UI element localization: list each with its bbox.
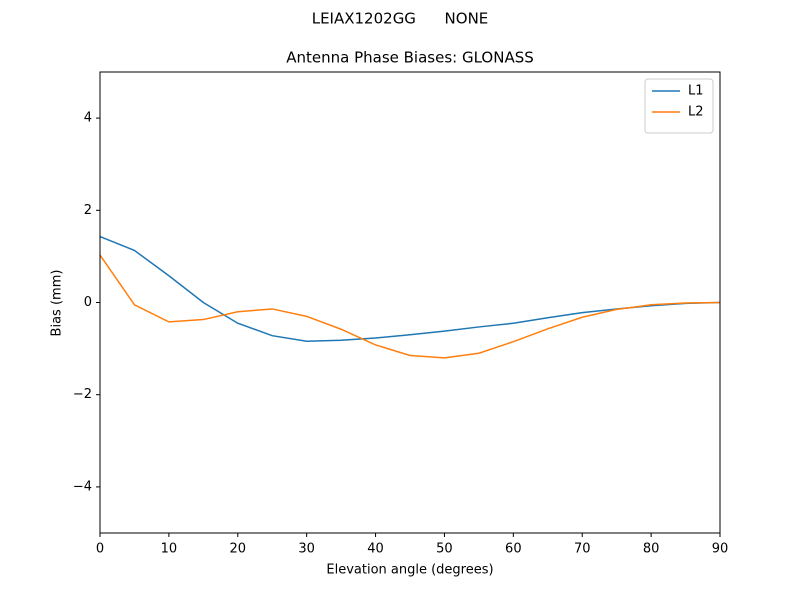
y-tick-label: 0 (84, 295, 92, 310)
x-tick-label: 0 (96, 542, 104, 557)
x-tick-label: 30 (298, 542, 315, 557)
x-tick-label: 50 (436, 542, 453, 557)
x-tick-label: 80 (643, 542, 660, 557)
x-tick-label: 10 (161, 542, 178, 557)
x-tick-label: 60 (505, 542, 522, 557)
y-tick-label: −4 (73, 479, 92, 494)
x-tick-label: 70 (574, 542, 591, 557)
y-tick-label: 2 (84, 203, 92, 218)
legend-label: L2 (688, 105, 704, 120)
chart-title: Antenna Phase Biases: GLONASS (286, 49, 534, 67)
legend-label: L1 (688, 84, 704, 99)
x-tick-label: 20 (230, 542, 247, 557)
y-axis-label: Bias (mm) (50, 270, 65, 337)
suptitle: LEIAX1202GG NONE (312, 10, 489, 28)
y-tick-label: 4 (84, 111, 92, 126)
line (99, 254, 721, 359)
y-tick-label: −2 (73, 387, 92, 402)
x-tick-label: 90 (712, 542, 729, 557)
x-tick-label: 40 (367, 542, 384, 557)
x-axis-label: Elevation angle (degrees) (326, 563, 493, 578)
plot-frame (99, 71, 721, 534)
legend-box (644, 78, 714, 134)
